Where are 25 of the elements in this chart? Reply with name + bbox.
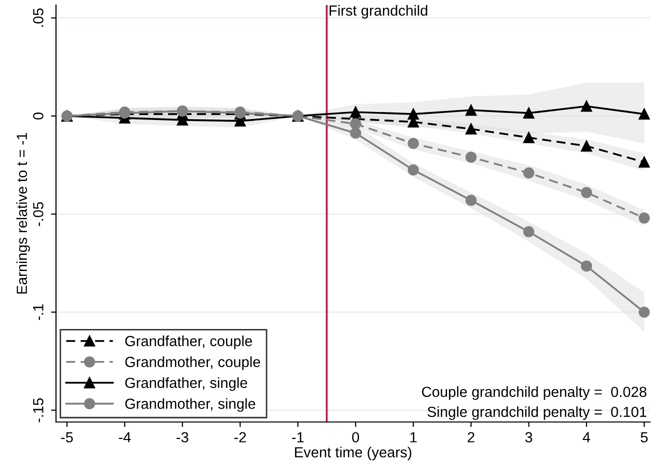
x-tick-label: 4: [582, 432, 590, 442]
x-tick-label: 0: [352, 432, 360, 442]
x-tick-label: 2: [468, 432, 474, 442]
legend-label: Grandfather, single: [125, 377, 248, 391]
y-tick-label: .05: [33, 8, 44, 27]
legend-label: Grandmother, couple: [125, 356, 260, 370]
x-tick-label: 5: [640, 432, 648, 442]
legend-label: Grandmother, single: [125, 398, 256, 412]
ref-line-label: First grandchild: [330, 5, 428, 19]
annotation: Single grandchild penalty = 0.101: [428, 406, 646, 420]
x-tick-label: -3: [176, 432, 188, 442]
annotation: Couple grandchild penalty = 0.028: [422, 386, 646, 400]
x-tick-label: 3: [525, 432, 532, 442]
x-tick-label: -4: [118, 432, 131, 442]
x-tick-label: -5: [61, 432, 73, 442]
y-tick-label: -.15: [33, 398, 44, 422]
y-axis-title: Earnings relative to t = -1: [16, 132, 30, 294]
x-tick-label: 1: [410, 432, 417, 442]
legend-label: Grandfather, couple: [125, 336, 252, 350]
x-axis-title: Event time (years): [295, 446, 412, 460]
y-tick-label: -.05: [33, 202, 44, 226]
x-tick-label: -2: [234, 432, 246, 442]
x-tick-label: -1: [292, 432, 304, 442]
y-tick-label: 0: [33, 112, 44, 120]
y-tick-label: -.1: [33, 304, 44, 320]
